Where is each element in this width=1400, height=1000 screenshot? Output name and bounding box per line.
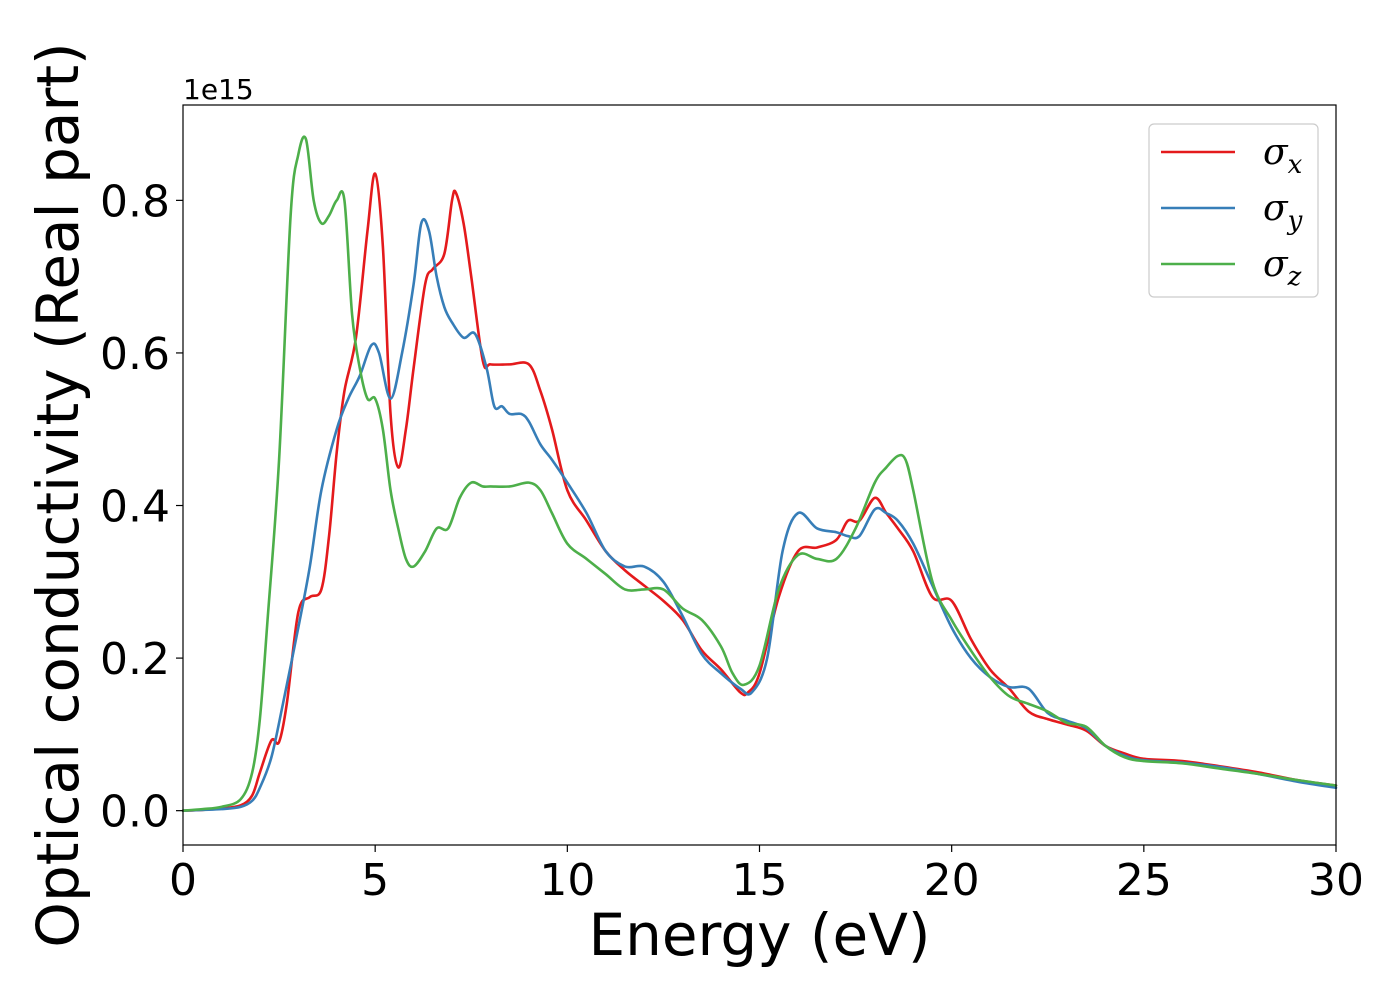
plot-lines [181,135,1338,812]
x-tick-label: 5 [361,855,389,906]
x-tick-label: 15 [732,855,788,906]
series-line-y [181,218,1338,812]
y-tick-label: 0.6 [100,329,170,380]
x-tick-label: 20 [924,855,980,906]
legend-label-z: σz [1263,244,1302,292]
y-tick-label: 0.2 [100,634,170,685]
legend-box [1148,123,1319,298]
x-axis-title: Energy (eV) [588,901,930,969]
x-tick-label: 0 [169,855,197,906]
legend: σx σy σz [1148,123,1319,298]
y-offset-label: 1e15 [183,73,254,106]
x-tick-label: 25 [1116,855,1172,906]
y-axis: 0.0 0.2 0.4 0.6 0.8 [100,176,183,838]
x-tick-label: 30 [1308,855,1364,906]
y-tick-label: 0.0 [100,787,170,838]
y-axis-title: Optical conductivity (Real part) [24,42,92,947]
y-tick-label: 0.8 [100,176,170,227]
series-line-z [181,135,1338,812]
x-axis: 0 5 10 15 20 25 30 [169,845,1364,906]
y-tick-label: 0.4 [100,482,170,533]
series-line-x [181,172,1338,812]
x-tick-label: 10 [539,855,595,906]
legend-label-x: σx [1263,132,1303,180]
legend-label-y: σy [1263,188,1303,236]
